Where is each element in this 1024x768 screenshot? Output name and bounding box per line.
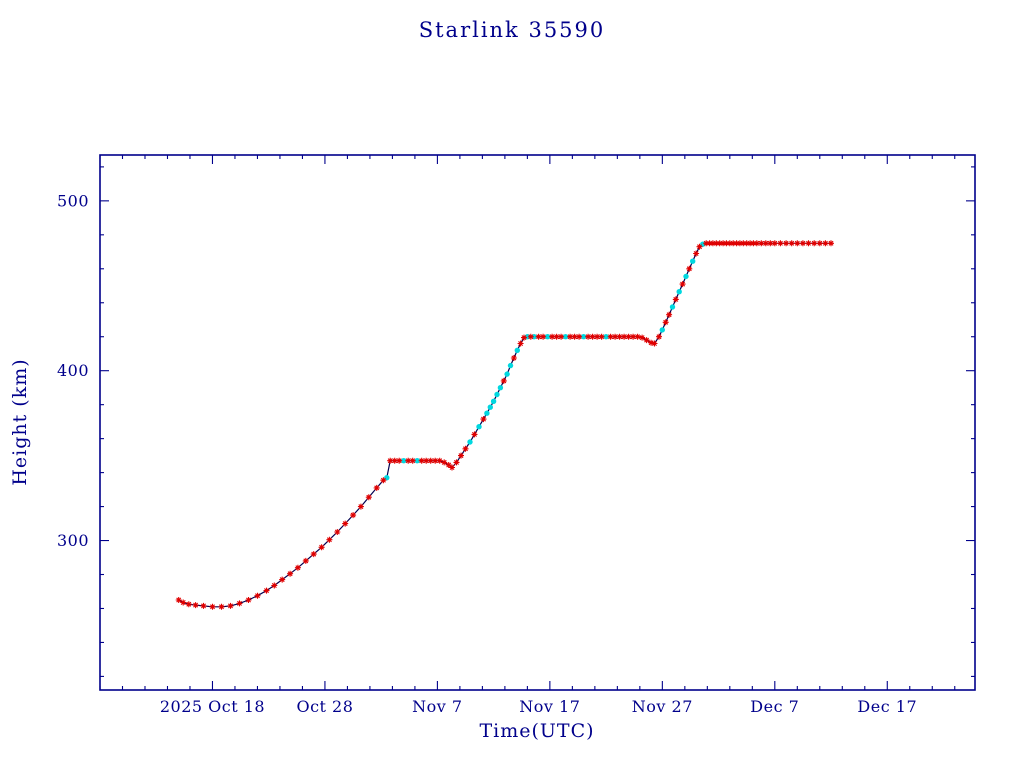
- x-tick-label: 2025 Oct 18: [160, 697, 265, 716]
- height-series-line: [178, 242, 831, 608]
- x-tick-label: Dec 7: [750, 697, 799, 716]
- y-tick-labels: 300 400 500: [57, 191, 89, 550]
- x-tick-label: Dec 17: [857, 697, 917, 716]
- cyan-markers: [384, 241, 706, 481]
- axis-ticks: [99, 155, 975, 690]
- x-tick-labels: 2025 Oct 18 Oct 28 Nov 7 Nov 17 Nov 27 Dec 7 D…: [160, 697, 917, 716]
- y-tick-label: 400: [57, 361, 89, 380]
- red-asterisk-markers: [175, 240, 834, 610]
- plot-frame: [99, 154, 976, 691]
- y-tick-label: 300: [57, 531, 89, 550]
- x-axis-label: Time(UTC): [479, 720, 595, 742]
- x-tick-label: Nov 17: [519, 697, 580, 716]
- x-tick-label: Nov 7: [412, 697, 462, 716]
- x-tick-label: Nov 27: [632, 697, 693, 716]
- x-tick-label: Oct 28: [296, 697, 353, 716]
- y-tick-label: 500: [57, 191, 89, 210]
- chart-title: Starlink 35590: [418, 18, 606, 42]
